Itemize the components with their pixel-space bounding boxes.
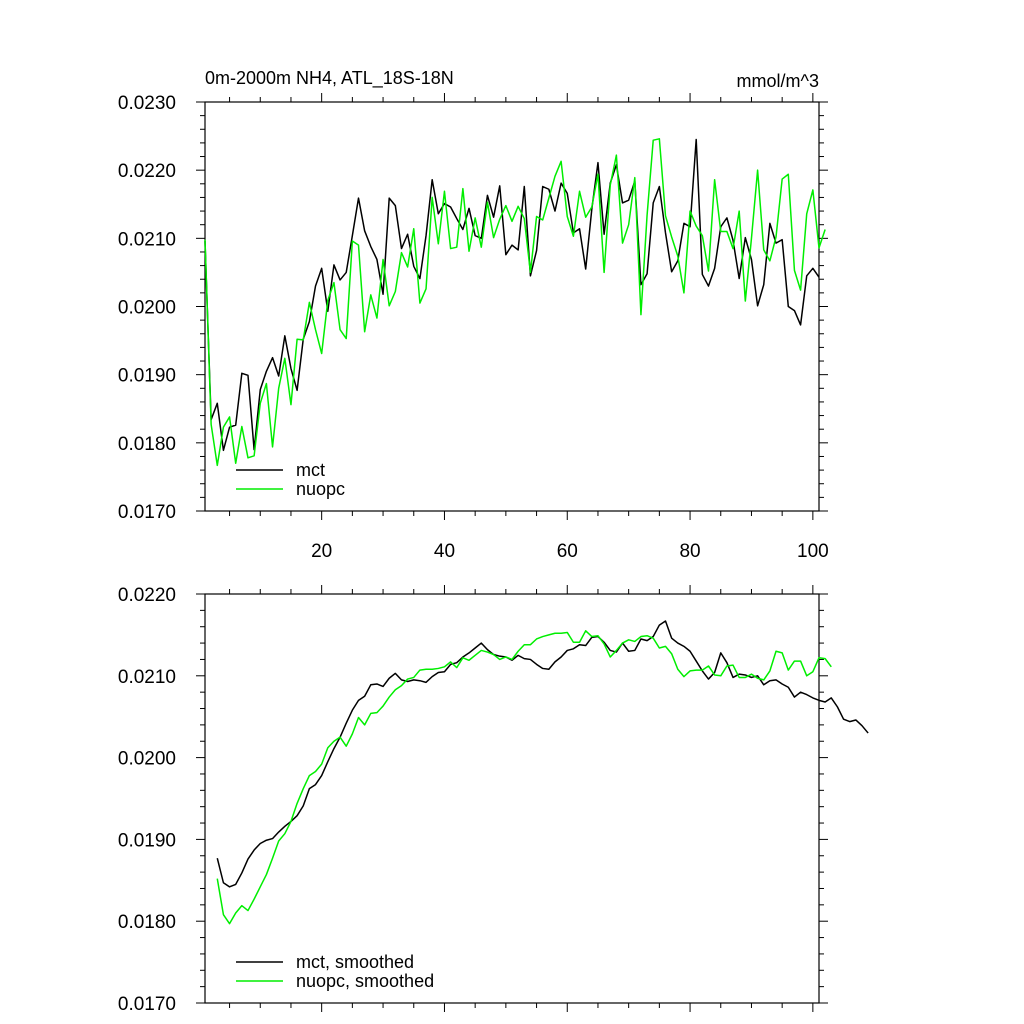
y-tick-label: 0.0210 [118,667,176,688]
y-tick-label: 0.0200 [118,749,176,770]
series-line-mct [204,138,820,452]
x-tick-label: 60 [557,541,578,562]
y-tick-label: 0.0220 [118,585,176,606]
y-tick-label: 0.0190 [118,366,176,387]
top-chart-units: mmol/m^3 [737,71,819,91]
y-tick-label: 0.0180 [118,912,176,933]
top-chart-title: 0m-2000m NH4, ATL_18S-18N [205,68,454,89]
bottom-ticks: 0.0220 0.0210 0.0200 0.0190 0.0180 0.0170 [118,585,828,1015]
series-line-nuopc [204,138,826,467]
top-plot-frame [204,101,820,512]
legend-label-mct-smoothed: mct, smoothed [296,952,414,972]
y-tick-label: 0.0230 [118,93,176,114]
x-tick-label: 20 [311,541,332,562]
y-tick-label: 0.0180 [118,434,176,455]
series-line-nuopc-smoothed [216,630,832,925]
x-tick-label: 40 [434,541,455,562]
top-ticks: 0.0230 0.0220 0.0210 0.0200 0.0190 0.0180 0.01… [118,93,829,562]
legend-label-mct: mct [296,460,325,480]
y-tick-label: 0.0200 [118,298,176,319]
series-line-mct-smoothed [216,620,869,888]
x-tick-label: 100 [797,541,829,562]
legend-label-nuopc: nuopc [296,479,345,499]
y-tick-label: 0.0170 [118,502,176,523]
bottom-plot-frame [204,593,820,1004]
y-tick-label: 0.0210 [118,229,176,250]
legend-label-nuopc-smoothed: nuopc, smoothed [296,971,434,991]
x-tick-label: 80 [679,541,700,562]
top-series [204,138,826,467]
y-tick-label: 0.0220 [118,161,176,182]
y-tick-label: 0.0190 [118,830,176,851]
y-tick-label: 0.0170 [118,994,176,1015]
bottom-series [216,620,869,925]
